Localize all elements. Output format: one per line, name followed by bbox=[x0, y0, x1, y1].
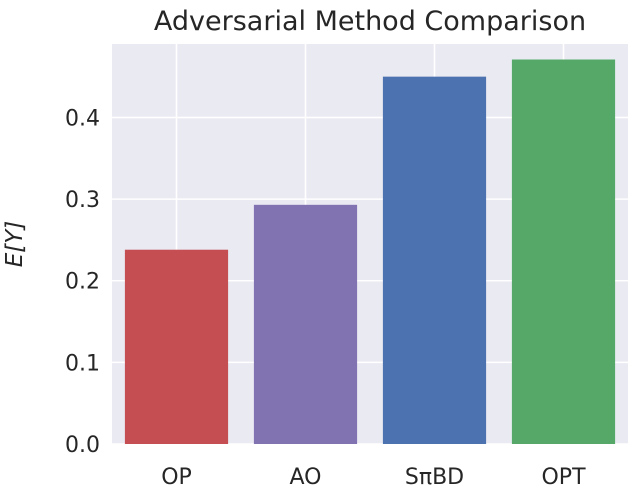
y-tick-labels: 0.0 0.1 0.2 0.3 0.4 bbox=[65, 106, 100, 458]
y-tick-label: 0.0 bbox=[65, 433, 100, 458]
x-tick-label: OP bbox=[161, 465, 192, 489]
y-tick-label: 0.1 bbox=[65, 351, 100, 376]
bar-sπbd bbox=[382, 76, 487, 444]
chart-title: Adversarial Method Comparison bbox=[154, 6, 586, 37]
bar-opt bbox=[511, 59, 616, 445]
bar-op bbox=[124, 249, 229, 444]
x-tick-label: SπBD bbox=[405, 465, 464, 489]
x-tick-labels: OP AO SπBD OPT bbox=[161, 465, 586, 489]
bars bbox=[124, 59, 616, 445]
x-tick-label: OPT bbox=[541, 465, 586, 489]
y-tick-label: 0.3 bbox=[65, 188, 100, 213]
x-tick-label: AO bbox=[290, 465, 322, 489]
y-axis-label: E[Y] bbox=[2, 221, 28, 268]
y-tick-label: 0.4 bbox=[65, 106, 100, 131]
bar-ao bbox=[253, 204, 358, 444]
y-tick-label: 0.2 bbox=[65, 270, 100, 295]
